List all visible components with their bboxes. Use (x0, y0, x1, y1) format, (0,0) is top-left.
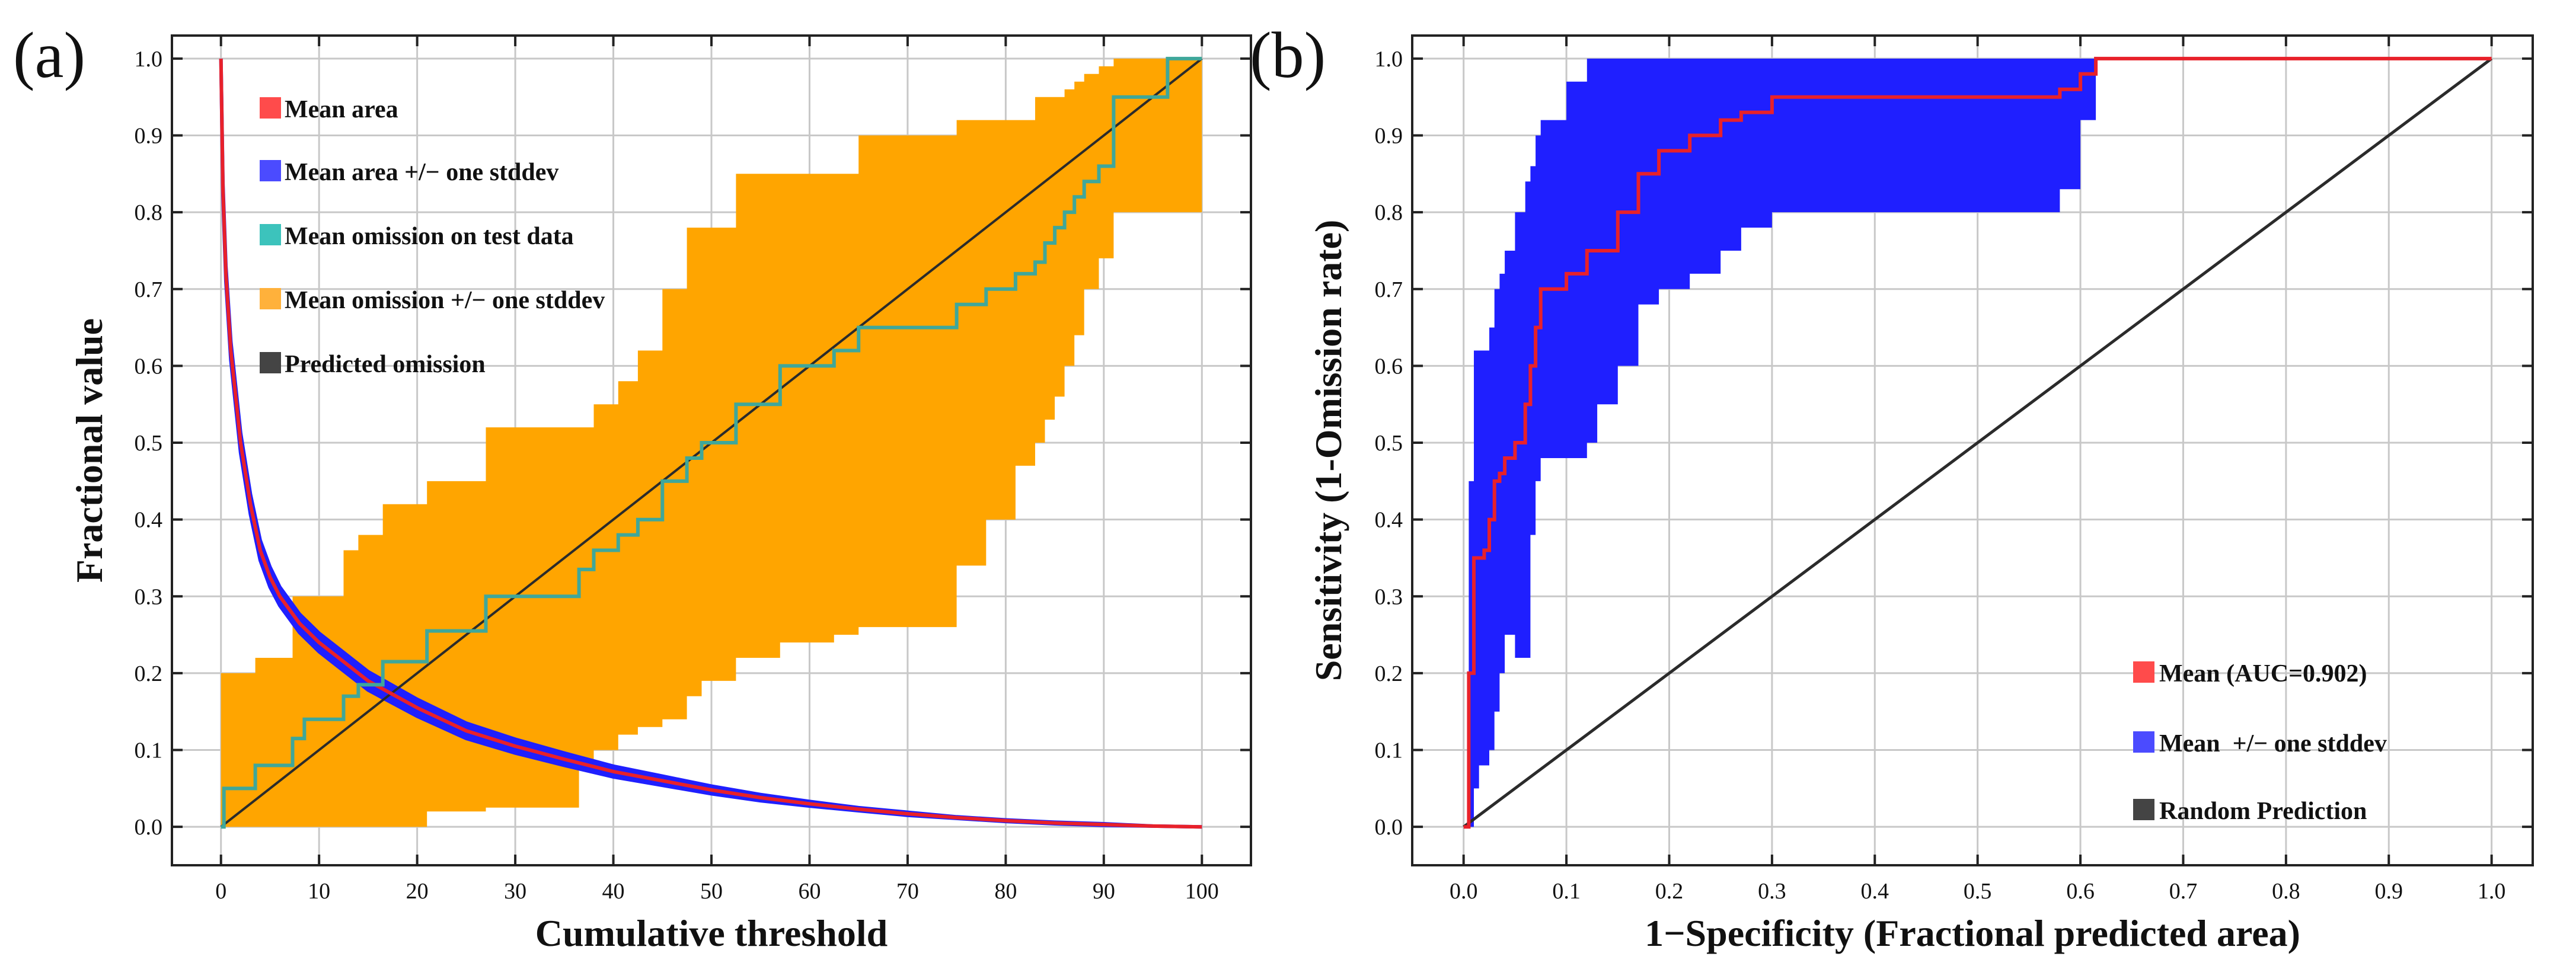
panel-b-band (1463, 58, 2492, 827)
panel-a-ytick-label: 0.2 (135, 661, 163, 686)
panel-b-ticks (1412, 36, 2533, 865)
panel-a-xtick-label: 80 (994, 879, 1017, 904)
legend-label-mean-area: Mean area (285, 96, 398, 123)
legend-label-predicted-omission: Predicted omission (285, 351, 486, 378)
panel-a-ytick-label: 0.5 (135, 431, 163, 456)
panel-a-ytick-label: 1.0 (135, 47, 163, 72)
panel-a-xtick-label: 40 (602, 879, 625, 904)
legend-label-omission-stddev: Mean omission +/− one stddev (285, 287, 605, 314)
legend-label-mean-auc: Mean (AUC=0.902) (2159, 660, 2367, 687)
panel-a-ytick-label: 0.8 (135, 200, 163, 225)
panel-a-ytick-label: 0.7 (135, 277, 163, 302)
mean-omission-line (221, 56, 1202, 829)
panel-b-xtick-label: 1.0 (2478, 879, 2506, 904)
panel-a-x-axis-label: Cumulative threshold (535, 912, 888, 954)
legend-swatch-mean-area (260, 97, 281, 119)
panel-b-label: (b) (1250, 19, 1326, 91)
legend-label-mean-area-stddev: Mean area +/− one stddev (285, 159, 558, 186)
panel-b-xtick-label: 0.5 (1964, 879, 1992, 904)
panel-a-ytick-labels: 0.0 0.1 0.2 0.3 0.4 0.5 0.6 0.7 0.8 0.9 … (135, 47, 163, 840)
legend-label-mean-stddev: Mean +/− one stddev (2159, 730, 2387, 757)
panel-a-ytick-label: 0.9 (135, 124, 163, 149)
panel-a-xtick-label: 70 (896, 879, 919, 904)
panel-a-lines (219, 56, 1203, 829)
panel-a-ytick-label: 0.1 (135, 738, 163, 763)
panel-b-xtick-label: 0.4 (1861, 879, 1889, 904)
panel-a-xtick-label: 50 (700, 879, 723, 904)
panel-a-xtick-label: 100 (1185, 879, 1219, 904)
panel-b-ytick-label: 0.3 (1375, 584, 1403, 609)
random-prediction-line (1463, 57, 2493, 829)
panel-a-label: (a) (13, 19, 85, 91)
panel-b-xtick-label: 0.0 (1450, 879, 1478, 904)
panel-b-ytick-label: 0.8 (1375, 200, 1403, 225)
legend-swatch-random-prediction (2133, 799, 2154, 820)
panel-a-ytick-label: 0.6 (135, 354, 163, 379)
panel-a-xtick-label: 0 (215, 879, 226, 904)
panel-a-ytick-label: 0.3 (135, 584, 163, 609)
panel-a-y-axis-label: Fractional value (68, 318, 110, 583)
panel-a-xtick-labels: 0 10 20 30 40 50 60 70 80 90 100 (215, 879, 1219, 904)
panel-a: (a) 0 10 20 30 40 50 60 70 80 90 100 0.0… (13, 19, 1252, 954)
legend-swatch-mean-omission (260, 224, 281, 245)
panel-b-ytick-labels: 0.0 0.1 0.2 0.3 0.4 0.5 0.6 0.7 0.8 0.9 … (1375, 47, 1403, 840)
panel-b-xtick-label: 0.7 (2169, 879, 2198, 904)
panel-b: (b) 0.0 0.1 0.2 0.3 0.4 0.5 0.6 0.7 0.8 … (1250, 19, 2534, 954)
panel-a-xtick-label: 90 (1093, 879, 1115, 904)
panel-b-xtick-label: 0.6 (2066, 879, 2095, 904)
panel-b-xtick-label: 0.9 (2374, 879, 2403, 904)
panel-a-ytick-label: 0.4 (135, 508, 163, 533)
panel-b-ytick-label: 0.1 (1375, 738, 1403, 763)
panel-b-xtick-label: 0.2 (1655, 879, 1684, 904)
mean-roc-line (1463, 56, 2492, 829)
panel-b-xtick-label: 0.1 (1552, 879, 1581, 904)
mean-area-line (219, 58, 1202, 829)
legend-swatch-mean-auc (2133, 661, 2154, 683)
panel-b-ytick-label: 0.4 (1375, 508, 1403, 533)
panel-a-legend: Mean area Mean area +/− one stddev Mean … (260, 96, 605, 378)
panel-b-xtick-label: 0.8 (2272, 879, 2300, 904)
legend-swatch-omission-stddev (260, 288, 281, 309)
panel-a-ticks (172, 36, 1251, 865)
legend-label-random-prediction: Random Prediction (2159, 798, 2367, 825)
legend-swatch-mean-area-stddev (260, 160, 281, 181)
panel-b-ytick-label: 0.9 (1375, 124, 1403, 149)
panel-b-xtick-labels: 0.0 0.1 0.2 0.3 0.4 0.5 0.6 0.7 0.8 0.9 … (1450, 879, 2505, 904)
panel-a-xtick-label: 30 (504, 879, 526, 904)
panel-b-ytick-label: 0.6 (1375, 354, 1403, 379)
panel-b-xtick-label: 0.3 (1758, 879, 1786, 904)
panel-a-xtick-label: 10 (308, 879, 330, 904)
panel-b-x-axis-label: 1−Specificity (Fractional predicted area… (1645, 912, 2300, 954)
panel-b-ytick-label: 0.5 (1375, 431, 1403, 456)
legend-swatch-predicted-omission (260, 352, 281, 373)
legend-label-mean-omission: Mean omission on test data (285, 223, 574, 250)
panel-b-y-axis-label: Sensitivity (1-Omission rate) (1307, 220, 1349, 682)
panel-a-xtick-label: 60 (798, 879, 821, 904)
panel-a-ytick-label: 0.0 (135, 815, 163, 840)
panel-a-xtick-label: 20 (406, 879, 429, 904)
roc-stddev-band (1463, 58, 2492, 827)
panel-b-legend: Mean (AUC=0.902) Mean +/− one stddev Ran… (2133, 660, 2387, 825)
panel-b-lines (1463, 56, 2493, 829)
panel-b-ytick-label: 1.0 (1375, 47, 1403, 72)
panel-b-ytick-label: 0.7 (1375, 277, 1403, 302)
panel-b-ytick-label: 0.2 (1375, 661, 1403, 686)
panel-b-ytick-label: 0.0 (1375, 815, 1403, 840)
legend-swatch-mean-stddev (2133, 731, 2154, 753)
